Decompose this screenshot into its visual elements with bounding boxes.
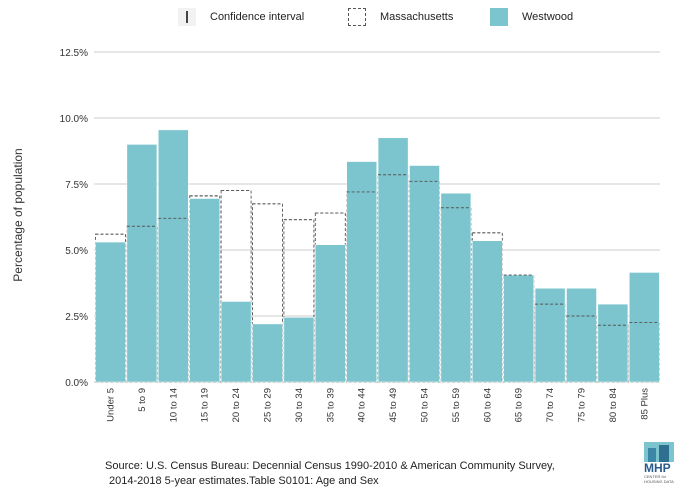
source-note: Source: U.S. Census Bureau: Decennial Ce… xyxy=(105,459,555,489)
y-tick-label: 10.0% xyxy=(60,114,88,125)
westwood-bar xyxy=(346,161,377,383)
westwood-bar xyxy=(315,244,346,383)
westwood-bar xyxy=(597,303,629,383)
x-tick-label: 50 to 54 xyxy=(420,388,431,422)
westwood-bar xyxy=(252,323,283,383)
westwood-bar xyxy=(377,137,409,383)
y-tick-label: 7.5% xyxy=(65,180,88,191)
westwood-bar xyxy=(566,288,597,383)
westwood-bar xyxy=(534,288,566,383)
logo-sub-2: HOUSING DATA xyxy=(644,479,674,484)
x-tick-label: 60 to 64 xyxy=(482,388,493,422)
x-tick-label: 20 to 24 xyxy=(231,388,242,422)
logo-name: MHP xyxy=(644,461,671,475)
westwood-bar xyxy=(189,198,220,383)
westwood-bar xyxy=(503,274,534,383)
x-tick-label: 25 to 29 xyxy=(263,388,274,422)
y-axis-label: Percentage of population xyxy=(11,148,25,281)
x-tick-label: 85 Plus xyxy=(639,388,650,420)
legend-item-massachusetts: Massachusetts xyxy=(348,8,453,26)
y-tick-label: 0.0% xyxy=(65,378,88,389)
westwood-swatch-icon xyxy=(490,8,508,26)
westwood-bar xyxy=(220,301,252,383)
westwood-bar xyxy=(472,240,503,383)
legend-label-westwood: Westwood xyxy=(522,11,574,23)
x-tick-label: 35 to 39 xyxy=(325,388,336,422)
source-line-2: 2014-2018 5-year estimates.Table S0101: … xyxy=(109,475,379,487)
x-tick-label: 30 to 34 xyxy=(294,388,305,422)
y-tick-label: 2.5% xyxy=(65,312,88,323)
y-tick-label: 12.5% xyxy=(60,48,88,59)
x-tick-label: Under 5 xyxy=(106,388,117,422)
source-line-1: Source: U.S. Census Bureau: Decennial Ce… xyxy=(105,460,555,472)
massachusetts-swatch-icon xyxy=(348,8,366,26)
legend: Confidence interval Massachusetts Westwo… xyxy=(0,8,683,32)
x-tick-label: 55 to 59 xyxy=(451,388,462,422)
confidence-interval-swatch-icon xyxy=(178,8,196,26)
westwood-bar xyxy=(629,272,660,383)
age-distribution-chart: 0.0% 2.5% 5.0% 7.5% 10.0% 12.5% Percentage of … xyxy=(11,48,660,422)
legend-label-confidence-interval: Confidence interval xyxy=(210,11,305,23)
westwood-bar xyxy=(440,192,472,383)
mhp-logo-icon xyxy=(644,442,674,462)
y-tick-label: 5.0% xyxy=(65,246,88,257)
westwood-bar xyxy=(409,165,440,383)
x-tick-label: 15 to 19 xyxy=(200,388,211,422)
x-tick-label: 65 to 69 xyxy=(514,388,525,422)
x-tick-label: 10 to 14 xyxy=(168,388,179,422)
westwood-bar xyxy=(126,144,158,383)
westwood-bar xyxy=(95,241,126,383)
x-tick-label: 40 to 44 xyxy=(357,388,368,422)
legend-label-massachusetts: Massachusetts xyxy=(380,11,454,23)
logo-sub-1: CENTER for xyxy=(644,474,667,479)
x-tick-label: 45 to 49 xyxy=(388,388,399,422)
x-tick-label: 80 to 84 xyxy=(608,388,619,422)
westwood-bar xyxy=(158,129,189,383)
x-tick-label: 75 to 79 xyxy=(577,388,588,422)
westwood-bar xyxy=(283,317,315,383)
legend-item-westwood: Westwood xyxy=(490,8,573,26)
mhp-logo: MHP CENTER for HOUSING DATA xyxy=(644,442,678,488)
x-tick-label: 70 to 74 xyxy=(545,388,556,422)
legend-item-confidence-interval: Confidence interval xyxy=(178,8,304,26)
x-tick-label: 5 to 9 xyxy=(137,388,148,412)
